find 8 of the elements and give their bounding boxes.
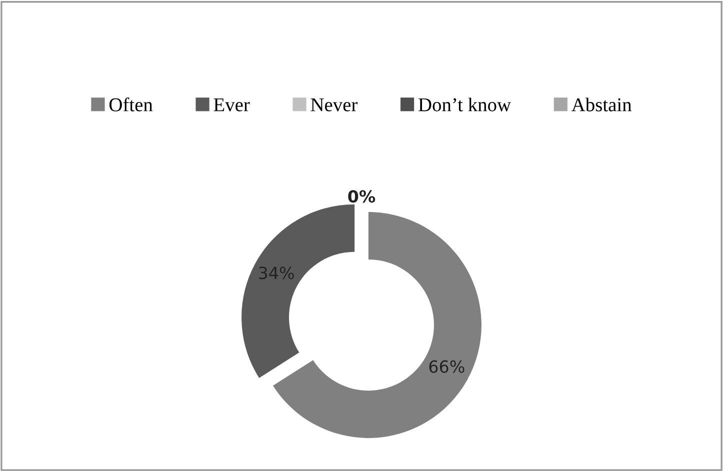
legend-label: Abstain (572, 98, 632, 112)
data-label: 34% (259, 266, 294, 280)
text: 0% (348, 190, 376, 203)
legend-label: Often (109, 97, 153, 112)
data-label: 66% (429, 360, 464, 373)
legend-label: Don’t know (418, 98, 511, 112)
legend-label: Never (310, 98, 358, 112)
legend-label: Ever (214, 98, 250, 112)
